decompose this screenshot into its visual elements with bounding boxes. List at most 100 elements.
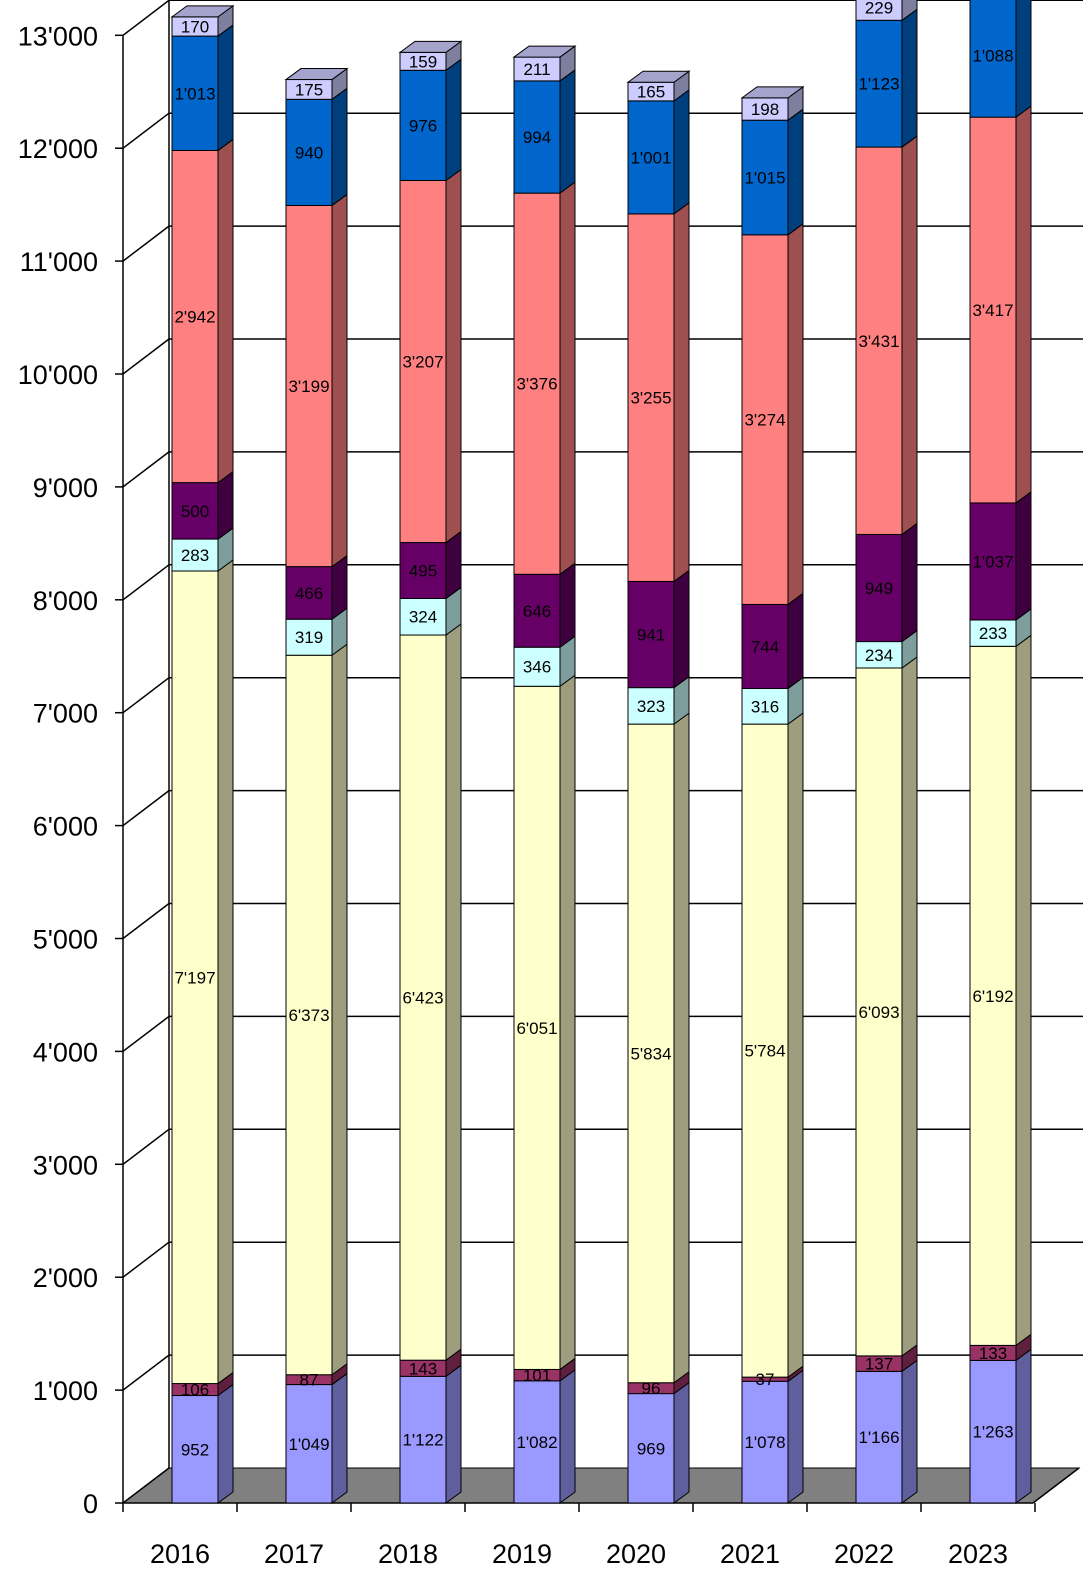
bar-segment-side (788, 224, 803, 605)
data-label: 940 (295, 143, 323, 162)
y-tick-label: 8'000 (33, 586, 98, 616)
y-tick-label: 11'000 (20, 247, 98, 277)
data-label: 500 (181, 502, 209, 521)
bar-segment-side (1016, 0, 1031, 117)
data-label: 976 (409, 116, 437, 135)
side-wall-line (123, 678, 169, 713)
bar-stack-2019 (514, 46, 575, 1503)
data-label: 324 (409, 608, 437, 627)
side-wall-line (123, 113, 169, 148)
data-label: 283 (181, 546, 209, 565)
data-label: 6'192 (972, 987, 1013, 1006)
data-label: 133 (979, 1344, 1007, 1363)
y-tick-label: 5'000 (33, 925, 98, 955)
bar-segment-side (902, 523, 917, 641)
bar-segment-side (674, 90, 689, 214)
data-label: 1'001 (630, 148, 671, 167)
side-wall-line (123, 904, 169, 939)
data-label: 170 (181, 17, 209, 36)
data-label: 5'834 (630, 1044, 671, 1063)
data-label: 3'199 (288, 377, 329, 396)
bar-segment-side (1016, 106, 1031, 503)
bar-segment-side (902, 136, 917, 534)
data-label: 466 (295, 584, 323, 603)
side-wall-line (123, 1242, 169, 1277)
x-category-label: 2021 (720, 1539, 780, 1569)
bar-segment-side (218, 1385, 233, 1503)
y-tick-label: 7'000 (33, 699, 98, 729)
side-wall-line (123, 1355, 169, 1390)
data-label: 2'942 (174, 308, 215, 327)
data-label: 101 (523, 1366, 551, 1385)
bar-segment-side (1016, 635, 1031, 1345)
bar-segment-side (218, 472, 233, 539)
chart-floor (123, 1468, 1079, 1503)
bar-segment-side (788, 713, 803, 1377)
bar-segment-side (218, 25, 233, 150)
data-label: 234 (865, 646, 893, 665)
data-label: 1'013 (174, 84, 215, 103)
side-wall-line (123, 339, 169, 374)
side-wall-line (123, 1016, 169, 1051)
data-label: 316 (751, 697, 779, 716)
data-label: 495 (409, 562, 437, 581)
data-label: 7'197 (174, 968, 215, 987)
side-wall-line (123, 0, 169, 35)
x-category-label: 2020 (606, 1539, 666, 1569)
bar-segment-side (1016, 492, 1031, 620)
bar-segment-side (674, 1383, 689, 1503)
data-label: 233 (979, 624, 1007, 643)
bar-stack-2017 (286, 69, 347, 1503)
data-label: 3'207 (402, 353, 443, 372)
data-label: 646 (523, 602, 551, 621)
bar-segment-side (788, 1370, 803, 1503)
bar-segment-side (902, 657, 917, 1356)
data-label: 3'255 (630, 389, 671, 408)
data-label: 1'263 (972, 1423, 1013, 1442)
data-label: 6'373 (288, 1006, 329, 1025)
y-tick-label: 0 (83, 1489, 98, 1519)
data-label: 744 (751, 637, 779, 656)
data-label: 1'082 (516, 1433, 557, 1452)
bar-segment-side (446, 1365, 461, 1503)
data-label: 949 (865, 579, 893, 598)
bar-segment-side (332, 194, 347, 566)
side-wall-line (123, 452, 169, 487)
data-label: 159 (409, 52, 437, 71)
data-label: 3'376 (516, 375, 557, 394)
data-label: 319 (295, 628, 323, 647)
data-label: 1'123 (858, 75, 899, 94)
bar-segment-side (218, 560, 233, 1384)
data-label: 3'417 (972, 301, 1013, 320)
side-wall-line (123, 226, 169, 261)
side-wall-line (123, 565, 169, 600)
data-label: 323 (637, 697, 665, 716)
data-label: 1'049 (288, 1435, 329, 1454)
data-label: 143 (409, 1359, 437, 1378)
data-label: 941 (637, 626, 665, 645)
bar-segment-side (446, 59, 461, 180)
x-category-label: 2022 (834, 1539, 894, 1569)
data-label: 1'037 (972, 552, 1013, 571)
bar-segment-side (560, 70, 575, 193)
data-label: 6'423 (402, 989, 443, 1008)
data-label: 165 (637, 83, 665, 102)
data-label: 1'015 (744, 168, 785, 187)
y-tick-label: 2'000 (33, 1263, 98, 1293)
x-category-label: 2023 (948, 1539, 1008, 1569)
bar-segment-side (560, 675, 575, 1369)
data-label: 1'078 (744, 1433, 785, 1452)
x-category-label: 2018 (378, 1539, 438, 1569)
bar-segment-side (560, 563, 575, 647)
side-wall-line (123, 791, 169, 826)
chart-floor-layer (123, 1468, 1079, 1503)
bar-stack-2020 (628, 71, 689, 1503)
bar-segment-side (902, 1360, 917, 1503)
y-tick-label: 9'000 (33, 473, 98, 503)
data-label: 969 (637, 1439, 665, 1458)
data-label: 96 (642, 1379, 661, 1398)
bar-segment-side (902, 9, 917, 147)
bar-segment-side (674, 570, 689, 687)
data-label: 37 (756, 1370, 775, 1389)
